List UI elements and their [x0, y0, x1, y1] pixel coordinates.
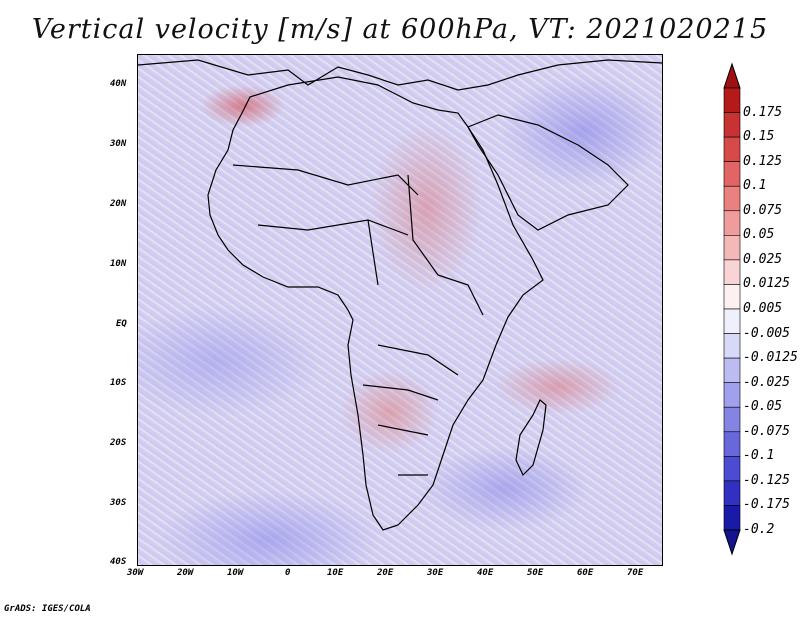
- lat-label: EQ: [116, 319, 127, 329]
- colorbar-bottom-arrow: [723, 529, 741, 556]
- lon-label: 20W: [177, 568, 194, 578]
- colorbar-label: 0.125: [743, 153, 783, 169]
- colorbar-segment: [723, 382, 741, 408]
- colorbar-top-arrow: [723, 62, 741, 89]
- lat-label: 30N: [110, 139, 127, 149]
- colorbar-segment: [723, 456, 741, 482]
- lon-label: 40E: [477, 568, 494, 578]
- lon-label: 30W: [127, 568, 144, 578]
- colorbar-label: 0.15: [743, 129, 775, 145]
- colorbar-label: -0.025: [743, 374, 790, 390]
- colorbar-segment: [723, 406, 741, 433]
- madagascar-coastline: [515, 399, 547, 477]
- lon-label: 20E: [377, 568, 394, 578]
- colorbar-segment: [723, 333, 741, 359]
- lat-label: 40N: [110, 79, 127, 89]
- coastline-map: [138, 59, 662, 531]
- colorbar-label: 0.05: [743, 227, 775, 243]
- colorbar: [723, 62, 741, 556]
- colorbar-segment: [723, 259, 741, 285]
- lon-label: 60E: [577, 568, 594, 578]
- lon-label: 10E: [327, 568, 344, 578]
- colorbar-segment: [723, 308, 741, 334]
- europe-coastline: [138, 59, 662, 91]
- colorbar-label: 0.005: [743, 301, 783, 316]
- lon-label: 30E: [427, 568, 444, 578]
- lat-label: 40S: [110, 557, 127, 567]
- colorbar-segment: [723, 87, 741, 113]
- colorbar-segment: [723, 284, 741, 310]
- map-title: Vertical velocity [m/s] at 600hPa, VT: 2…: [31, 14, 769, 45]
- colorbar-label: -0.005: [743, 325, 790, 341]
- colorbar-label: -0.1: [743, 448, 775, 464]
- lon-label: 10W: [227, 568, 244, 578]
- colorbar-label: 0.175: [743, 104, 783, 120]
- colorbar-label: -0.0125: [743, 350, 798, 366]
- lon-label: 50E: [527, 568, 544, 578]
- colorbar-segment: [723, 480, 741, 506]
- lon-label: 70E: [627, 568, 644, 578]
- colorbar-segment: [723, 161, 741, 187]
- lon-label: 0: [285, 568, 291, 578]
- colorbar-label: 0.075: [743, 202, 783, 218]
- colorbar-segment: [723, 235, 741, 261]
- colorbar-segment: [723, 357, 741, 383]
- lat-label: 30S: [110, 498, 127, 508]
- africa-coastline: [207, 76, 544, 531]
- colorbar-label: -0.125: [743, 472, 790, 488]
- lat-label: 10S: [110, 378, 127, 388]
- colorbar-label: -0.175: [743, 497, 790, 513]
- lat-label: 20S: [110, 438, 127, 448]
- colorbar-label: 0.1: [743, 178, 767, 194]
- colorbar-segment: [723, 505, 741, 531]
- colorbar-segment: [723, 185, 741, 212]
- colorbar-label: -0.05: [743, 399, 783, 415]
- lat-label: 20N: [110, 199, 127, 209]
- colorbar-segment: [723, 431, 741, 457]
- map-plot-area: [137, 54, 663, 566]
- lat-label: 10N: [110, 259, 127, 269]
- colorbar-segment: [723, 136, 741, 162]
- arabia-coastline: [467, 114, 629, 231]
- credit-text: GrADS: IGES/COLA: [4, 604, 91, 614]
- colorbar-label: -0.075: [743, 423, 790, 439]
- colorbar-label: 0.0125: [743, 276, 790, 292]
- colorbar-segment: [723, 210, 741, 236]
- colorbar-label: 0.025: [743, 251, 783, 267]
- colorbar-segment: [723, 112, 741, 138]
- colorbar-label: -0.2: [743, 522, 775, 537]
